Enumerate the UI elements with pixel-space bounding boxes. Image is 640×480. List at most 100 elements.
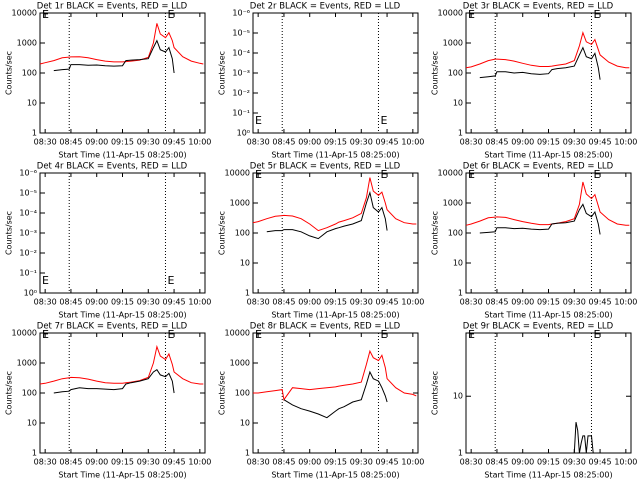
x-axis-title: Start Time (11-Apr-15 08:25:00) — [58, 471, 186, 480]
x-tick-label: 09:15 — [537, 458, 560, 467]
annotation: E — [468, 328, 475, 341]
y-tick-label: 10 — [453, 259, 463, 268]
chart-title: Det 2r BLACK = Events, RED = LLD — [250, 2, 401, 12]
x-tick-label: 09:45 — [163, 298, 186, 307]
x-tick-label: 09:00 — [85, 298, 108, 307]
x-tick-label: 08:30 — [247, 298, 270, 307]
y-tick-label: 100 — [22, 69, 37, 78]
x-tick-label: 10:00 — [188, 458, 211, 467]
x-tick-label: 08:45 — [272, 298, 295, 307]
y-tick-label: 100 — [235, 229, 250, 238]
annotation: E — [42, 328, 49, 341]
annotation: E — [468, 8, 475, 21]
x-tick-label: 10:00 — [614, 138, 637, 147]
annotation: E — [380, 114, 387, 127]
y-axis-title: Counts/sec — [431, 211, 440, 255]
y-tick-label: 1 — [32, 449, 37, 458]
y-axis-title: Counts/sec — [218, 211, 227, 255]
y-tick-label: 10⁻⁴ — [19, 209, 37, 218]
chart-title: Det 9r BLACK = Events, RED = LLD — [463, 322, 614, 332]
x-axis-title: Start Time (11-Apr-15 08:25:00) — [484, 471, 612, 480]
y-tick-label: 1000 — [17, 39, 37, 48]
y-tick-label: 10000 — [12, 329, 37, 338]
y-axis-title: Counts/sec — [431, 371, 440, 415]
x-tick-label: 08:30 — [34, 458, 57, 467]
x-tick-label: 08:45 — [59, 458, 82, 467]
y-tick-label: 1000 — [230, 359, 250, 368]
x-tick-label: 09:00 — [511, 138, 534, 147]
y-tick-label: 1000 — [17, 359, 37, 368]
y-tick-label: 10⁻¹ — [19, 269, 37, 278]
y-tick-label: 10000 — [225, 329, 250, 338]
y-tick-label: 10 — [27, 419, 37, 428]
x-tick-label: 08:45 — [272, 458, 295, 467]
y-axis-title: Counts/sec — [5, 211, 14, 255]
x-tick-label: 09:45 — [589, 458, 612, 467]
y-tick-label: 1000 — [443, 199, 463, 208]
series-line — [570, 421, 595, 454]
y-tick-label: 10⁻⁵ — [232, 29, 250, 38]
x-tick-label: 08:30 — [34, 298, 57, 307]
x-tick-label: 09:00 — [511, 458, 534, 467]
annotation: E — [42, 274, 49, 287]
y-tick-label: 10⁻³ — [19, 229, 37, 238]
series-line — [479, 203, 601, 235]
x-tick-label: 09:15 — [324, 298, 347, 307]
x-tick-label: 09:00 — [511, 298, 534, 307]
x-tick-label: 08:45 — [485, 458, 508, 467]
y-axis-title: Counts/sec — [218, 51, 227, 95]
x-tick-label: 09:30 — [350, 298, 373, 307]
x-axis-title: Start Time (11-Apr-15 08:25:00) — [271, 471, 399, 480]
annotation: E — [593, 8, 600, 21]
series-line — [39, 344, 204, 385]
annotation: E — [468, 168, 475, 181]
x-tick-label: 09:30 — [350, 458, 373, 467]
annotation: E — [255, 168, 262, 181]
x-tick-label: 10:00 — [614, 458, 637, 467]
x-tick-label: 09:00 — [298, 298, 321, 307]
y-tick-label: 100 — [22, 389, 37, 398]
annotation: E — [380, 328, 387, 341]
annotation: E — [255, 328, 262, 341]
x-tick-label: 10:00 — [401, 138, 424, 147]
y-tick-label: 10⁻⁵ — [19, 189, 37, 198]
y-tick-label: 10⁻¹ — [232, 109, 250, 118]
chart-title: Det 3r BLACK = Events, RED = LLD — [463, 2, 614, 12]
y-axis-title: Counts/sec — [5, 51, 14, 95]
x-tick-label: 09:45 — [163, 458, 186, 467]
x-axis-title: Start Time (11-Apr-15 08:25:00) — [271, 311, 399, 320]
y-tick-label: 1000 — [230, 199, 250, 208]
y-tick-label: 10 — [453, 392, 463, 401]
series-line — [253, 349, 417, 401]
series-line — [252, 177, 417, 232]
x-tick-label: 09:45 — [589, 138, 612, 147]
y-tick-label: 10⁻² — [232, 89, 250, 98]
y-tick-label: 10⁻⁶ — [19, 169, 37, 178]
annotation: E — [593, 328, 600, 341]
x-axis-title: Start Time (11-Apr-15 08:25:00) — [58, 151, 186, 160]
y-tick-label: 1 — [245, 449, 250, 458]
annotation: E — [167, 274, 174, 287]
x-tick-label: 08:45 — [59, 138, 82, 147]
chart-title: Det 8r BLACK = Events, RED = LLD — [250, 322, 401, 332]
annotation: E — [593, 168, 600, 181]
x-tick-label: 09:45 — [589, 298, 612, 307]
chart-title: Det 5r BLACK = Events, RED = LLD — [250, 162, 401, 172]
x-tick-label: 08:45 — [59, 298, 82, 307]
y-tick-label: 10000 — [438, 9, 463, 18]
x-tick-label: 08:30 — [460, 138, 483, 147]
y-tick-label: 10⁻⁴ — [232, 49, 250, 58]
x-tick-label: 10:00 — [614, 298, 637, 307]
x-tick-label: 09:15 — [324, 138, 347, 147]
y-tick-label: 1 — [245, 289, 250, 298]
x-tick-label: 09:30 — [137, 138, 160, 147]
y-tick-label: 1 — [458, 129, 463, 138]
x-tick-label: 10:00 — [188, 138, 211, 147]
annotation: E — [380, 168, 387, 181]
y-axis-title: Counts/sec — [218, 371, 227, 415]
x-tick-label: 09:00 — [85, 458, 108, 467]
x-tick-label: 10:00 — [188, 298, 211, 307]
x-tick-label: 08:30 — [247, 138, 270, 147]
y-tick-label: 10 — [453, 99, 463, 108]
x-axis-title: Start Time (11-Apr-15 08:25:00) — [58, 311, 186, 320]
